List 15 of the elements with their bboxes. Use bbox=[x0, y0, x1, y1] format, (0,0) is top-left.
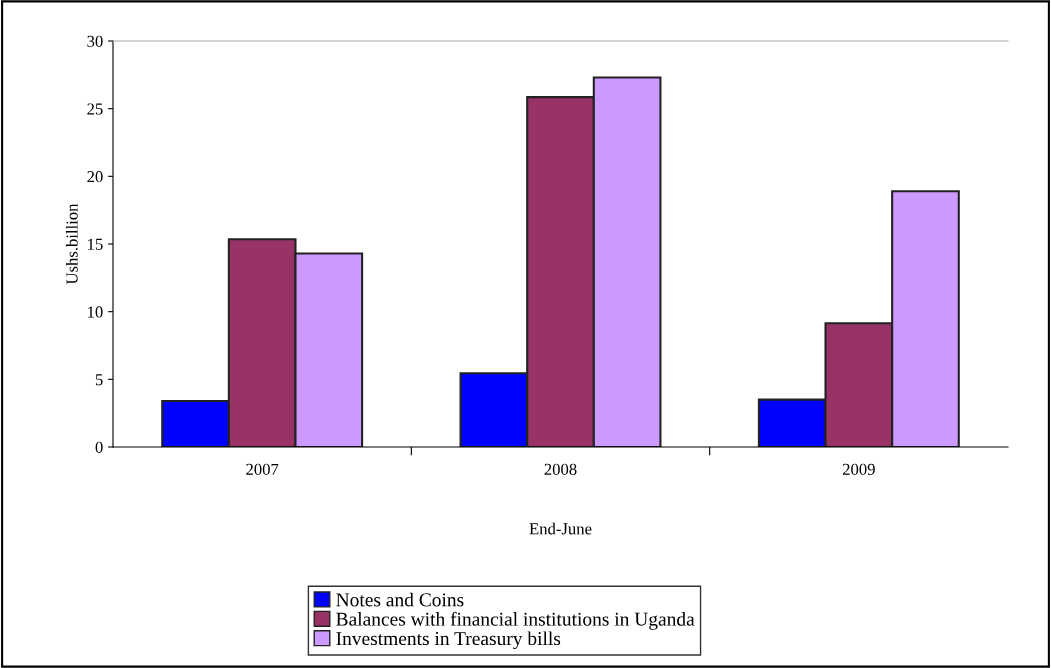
y-tick-label: 30 bbox=[87, 35, 103, 47]
y-tick-label: 10 bbox=[88, 306, 103, 318]
y-tick-label: 25 bbox=[87, 103, 103, 115]
y-tick-label: 5 bbox=[95, 374, 103, 386]
x-tick-label: 2009 bbox=[842, 463, 875, 475]
legend-label: Notes and Coins bbox=[336, 592, 464, 607]
y-axis-title: Ushs.billion bbox=[65, 203, 78, 285]
x-tick-label: 2008 bbox=[544, 463, 577, 475]
y-tick-label: 15 bbox=[88, 238, 103, 250]
x-axis-title: End-June bbox=[529, 522, 592, 535]
y-tick-label: 0 bbox=[95, 441, 103, 453]
legend-label: Balances with financial institutions in Uganda bbox=[336, 611, 695, 630]
legend-label: Investments in Treasury bills bbox=[336, 631, 561, 650]
y-tick-label: 20 bbox=[87, 171, 103, 183]
x-tick-label: 2007 bbox=[246, 463, 279, 475]
